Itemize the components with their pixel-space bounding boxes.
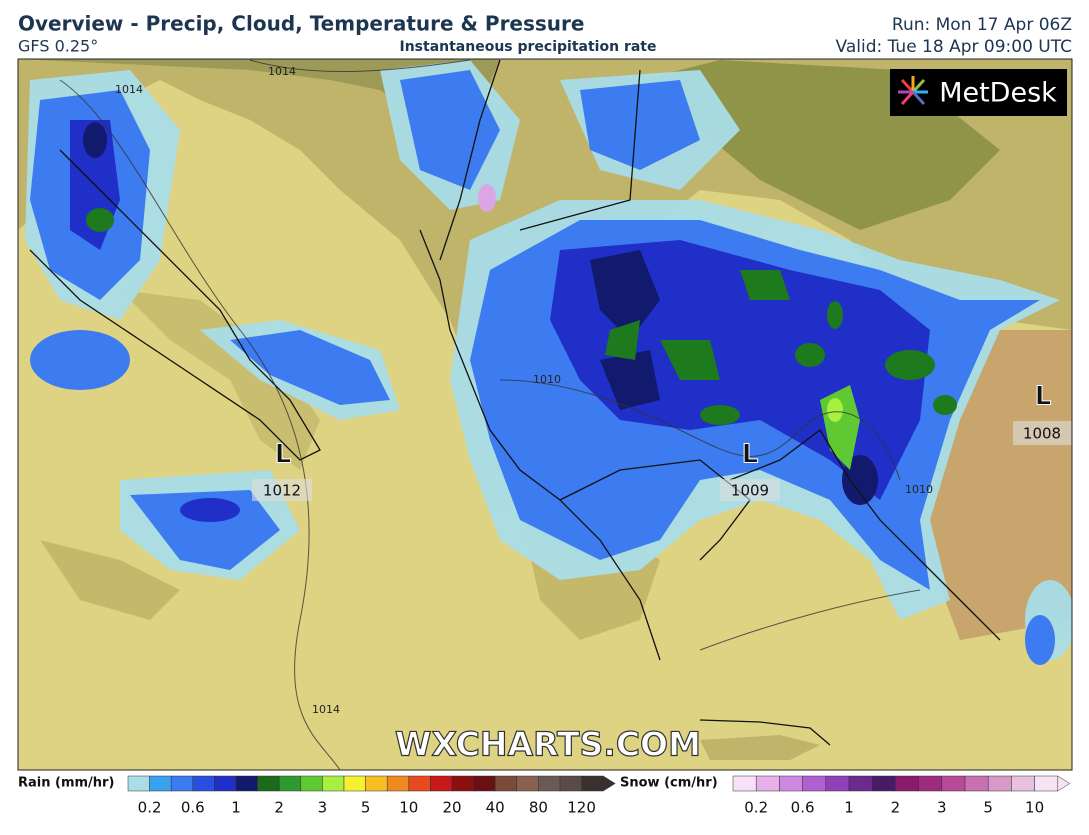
rain-swatch bbox=[257, 775, 280, 792]
rain-tick-label: 1 bbox=[231, 799, 241, 817]
snow-swatch bbox=[732, 775, 757, 792]
snow-swatch bbox=[848, 775, 873, 792]
rain-tick-label: 0.6 bbox=[181, 799, 205, 817]
snow-swatch bbox=[964, 775, 989, 792]
rain-tick-label: 40 bbox=[486, 799, 505, 817]
map: 1014 1014 1010 1010 1014 L 1012 L 1009 L… bbox=[17, 58, 1073, 771]
rain-swatch bbox=[516, 775, 539, 792]
snow-swatch bbox=[779, 775, 803, 792]
snow-swatch bbox=[895, 775, 919, 792]
rain-tick-label: 20 bbox=[442, 799, 461, 817]
low-symbol: L bbox=[275, 440, 292, 470]
rain-swatch bbox=[300, 775, 323, 792]
rain-swatch bbox=[127, 775, 150, 792]
snow-legend-title: Snow (cm/hr) bbox=[620, 776, 718, 791]
low-symbol: L bbox=[742, 440, 759, 470]
valid-time: Valid: Tue 18 Apr 09:00 UTC bbox=[836, 37, 1072, 57]
snow-swatch bbox=[987, 775, 1012, 792]
snow-tick-label: 5 bbox=[983, 799, 993, 817]
snow-swatch bbox=[871, 775, 896, 792]
rain-legend-title: Rain (mm/hr) bbox=[18, 776, 114, 791]
logo: MetDesk bbox=[939, 78, 1057, 109]
pressure-value: 1009 bbox=[731, 482, 769, 500]
snow-swatch bbox=[755, 775, 780, 792]
snow-tick-label: 3 bbox=[937, 799, 947, 817]
legend: Rain (mm/hr) Snow (cm/hr) 0.2 0.6 1 2 3 5 10 20… bbox=[18, 775, 1071, 817]
isobar-label: 1014 bbox=[312, 703, 340, 716]
isobar-label: 1010 bbox=[905, 483, 933, 496]
rain-swatch bbox=[365, 775, 388, 792]
watermark: WXCHARTS.COM bbox=[395, 725, 701, 764]
snow-swatch bbox=[825, 775, 850, 792]
snow-tick-label: 2 bbox=[891, 799, 901, 817]
rain-swatch bbox=[559, 775, 582, 792]
rain-swatch bbox=[170, 775, 194, 792]
rain-tick-label: 3 bbox=[318, 799, 328, 817]
rain-tick-label: 0.2 bbox=[138, 799, 162, 817]
rain-tick-label: 2 bbox=[274, 799, 284, 817]
rain-swatch bbox=[408, 775, 431, 792]
rain-swatch bbox=[235, 775, 258, 792]
run-time: Run: Mon 17 Apr 06Z bbox=[892, 15, 1072, 35]
snow-swatch bbox=[918, 775, 943, 792]
title: Overview - Precip, Cloud, Temperature & … bbox=[18, 12, 584, 36]
pressure-value: 1012 bbox=[263, 482, 301, 500]
rain-swatch bbox=[343, 775, 366, 792]
rain-swatch bbox=[473, 775, 496, 792]
low-symbol: L bbox=[1035, 382, 1052, 412]
snow-swatch bbox=[941, 775, 966, 792]
subtitle: Instantaneous precipitation rate bbox=[400, 39, 657, 55]
rain-swatch bbox=[430, 775, 453, 792]
rain-swatch bbox=[386, 775, 410, 792]
snow-arrow bbox=[1057, 775, 1071, 792]
rain-swatch bbox=[494, 775, 518, 792]
rain-tick-label: 5 bbox=[361, 799, 371, 817]
rain-tick-label: 120 bbox=[567, 799, 596, 817]
snow-tick-label: 10 bbox=[1025, 799, 1044, 817]
isobar-label: 1010 bbox=[533, 373, 561, 386]
isobar-label: 1014 bbox=[268, 65, 296, 78]
snow-tick-label: 0.6 bbox=[791, 799, 815, 817]
pressure-value: 1008 bbox=[1023, 425, 1061, 443]
model: GFS 0.25° bbox=[18, 37, 98, 56]
logo-icon bbox=[898, 76, 928, 106]
rain-swatch bbox=[214, 775, 237, 792]
map-frame bbox=[17, 58, 1073, 771]
rain-swatch bbox=[538, 775, 561, 792]
rain-swatch bbox=[149, 775, 172, 792]
rain-swatch bbox=[192, 775, 215, 792]
snow-swatch bbox=[802, 775, 827, 792]
snow-tick-label: 1 bbox=[844, 799, 854, 817]
snow-swatch bbox=[1011, 775, 1035, 792]
isobar-label: 1014 bbox=[115, 83, 143, 96]
rain-arrow bbox=[602, 775, 616, 792]
snow-swatch bbox=[1034, 775, 1059, 792]
rain-swatch bbox=[581, 775, 604, 792]
rain-tick-label: 80 bbox=[529, 799, 548, 817]
rain-swatch bbox=[451, 775, 474, 792]
rain-swatch bbox=[322, 775, 345, 792]
rain-tick-label: 10 bbox=[399, 799, 418, 817]
snow-tick-label: 0.2 bbox=[744, 799, 768, 817]
rain-swatch bbox=[278, 775, 302, 792]
